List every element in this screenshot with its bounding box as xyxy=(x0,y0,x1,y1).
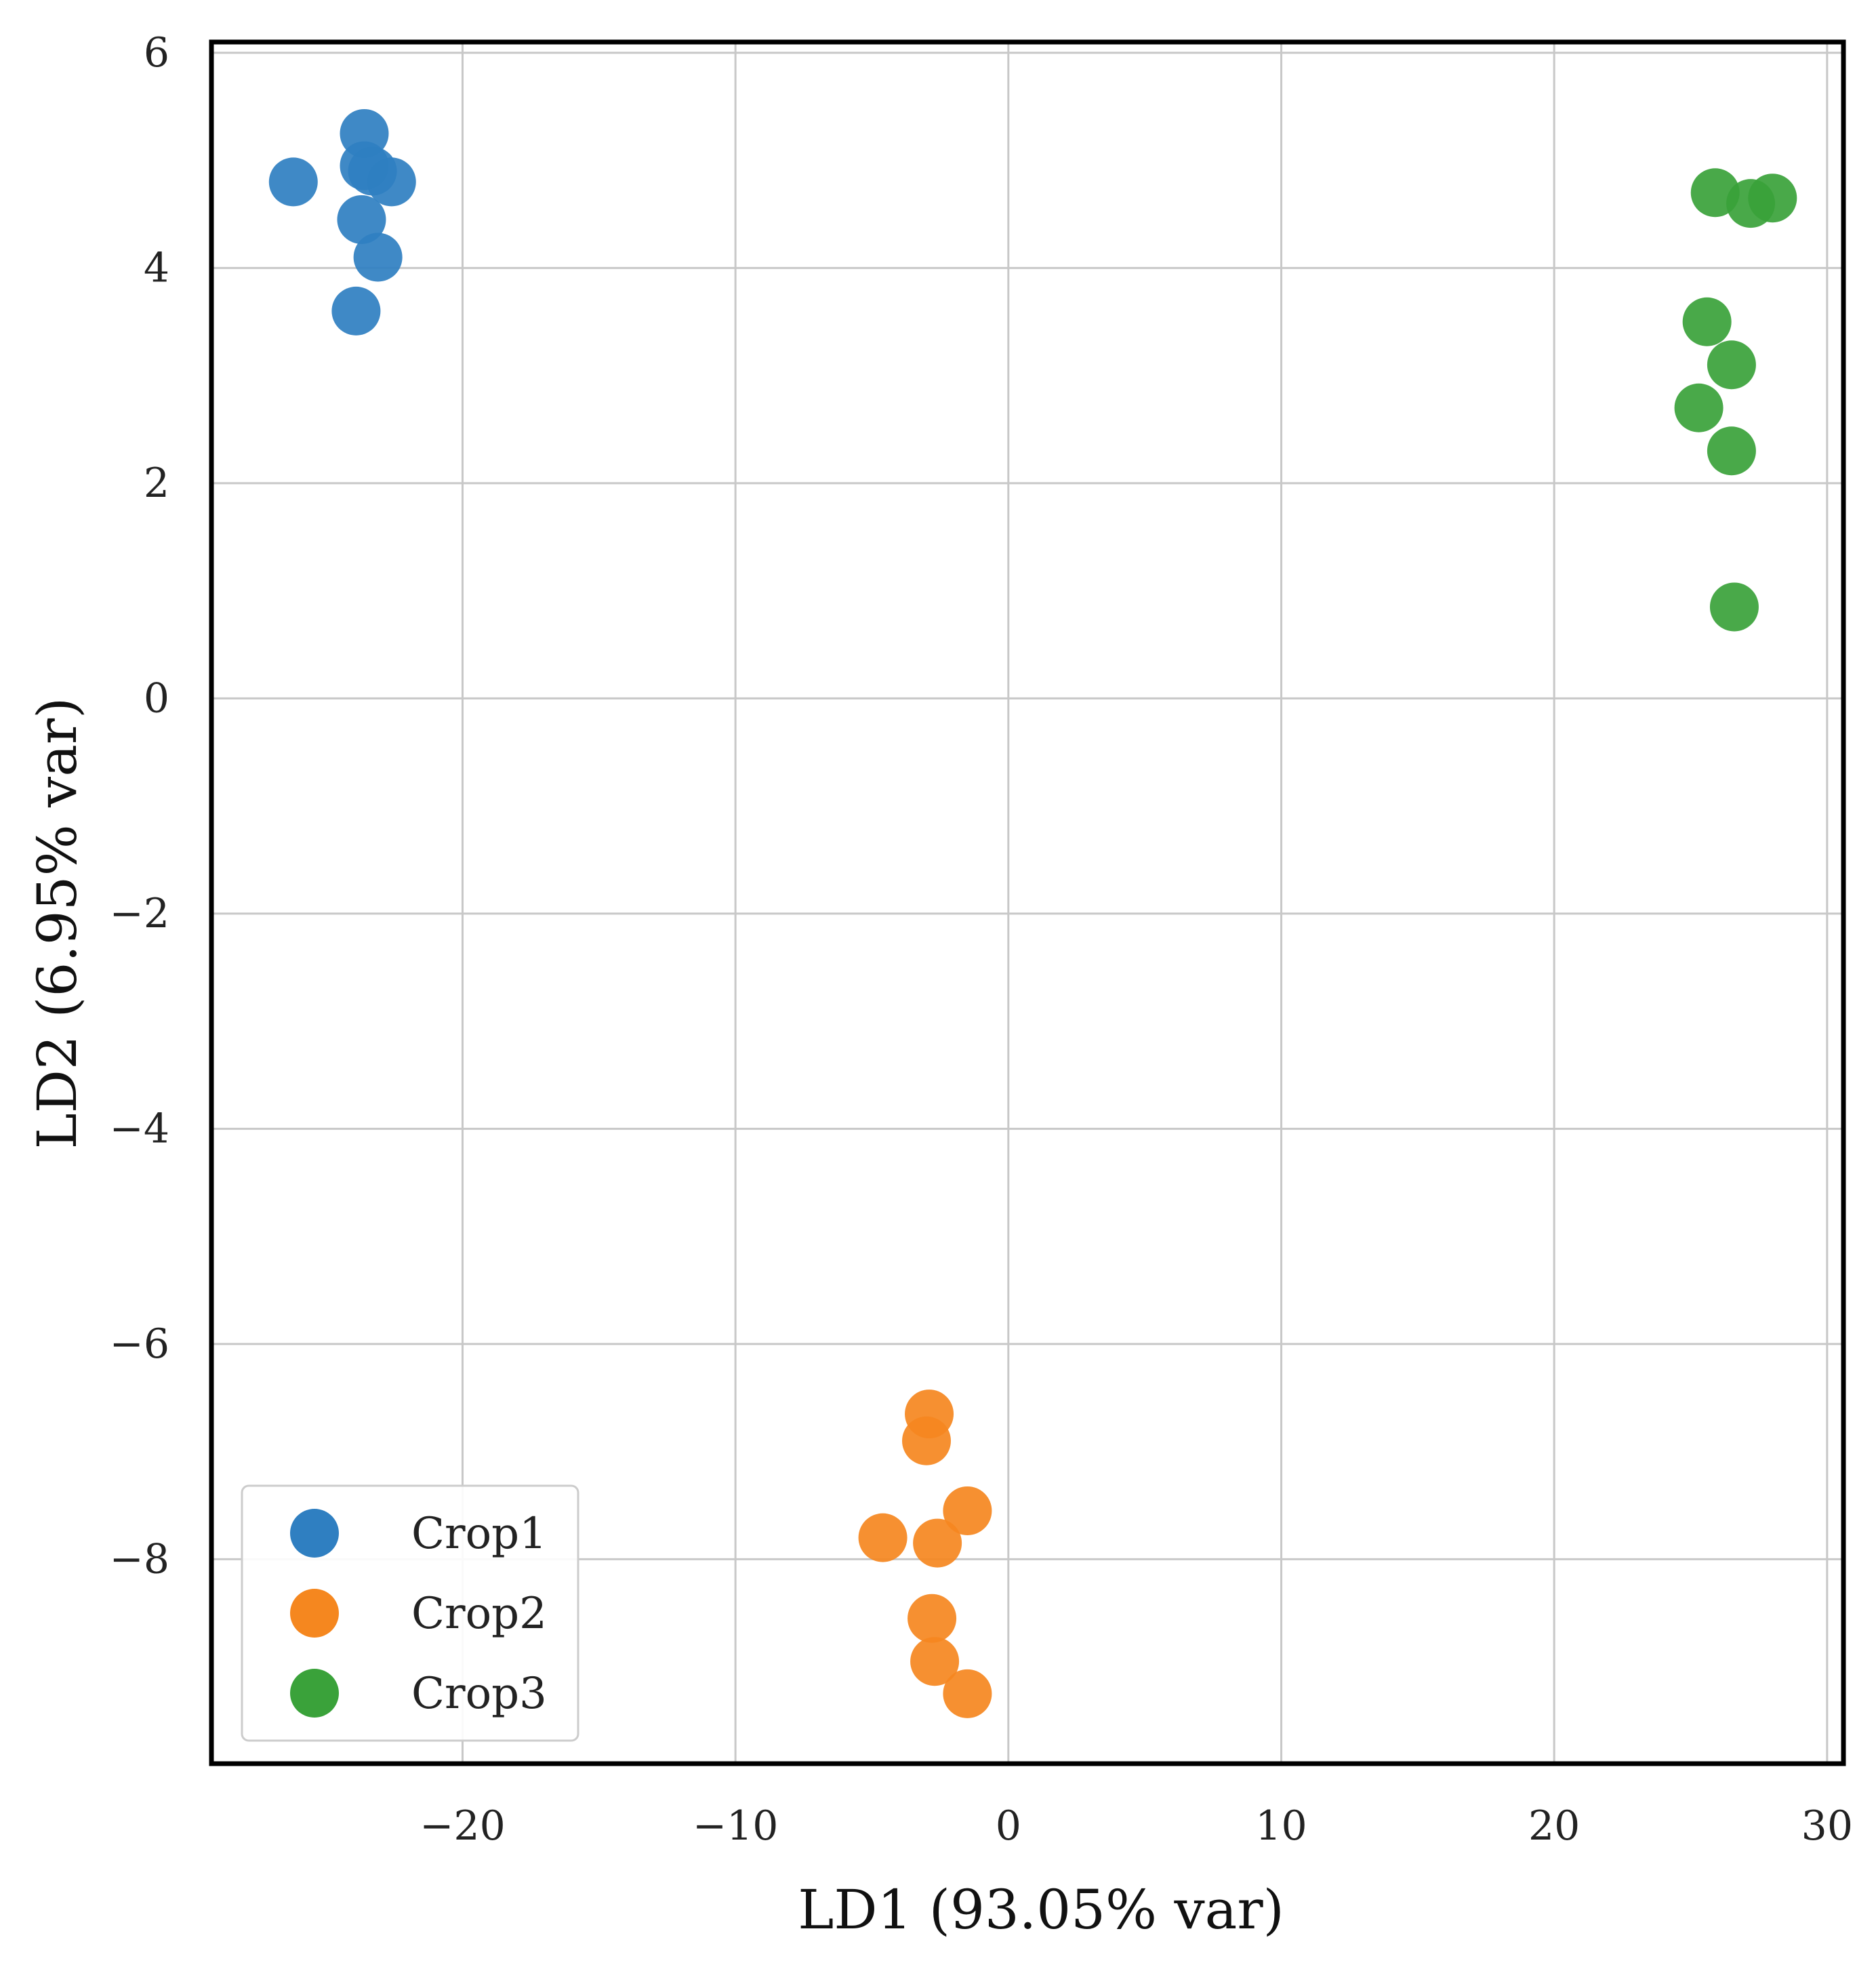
point-crop1 xyxy=(268,157,318,207)
point-crop1 xyxy=(367,157,416,207)
y-tick-label: 0 xyxy=(144,674,169,722)
point-crop3 xyxy=(1707,340,1756,390)
point-crop2 xyxy=(943,1669,992,1718)
point-crop2 xyxy=(902,1416,952,1465)
point-crop2 xyxy=(913,1518,962,1568)
point-crop1 xyxy=(331,286,381,336)
point-crop1 xyxy=(353,232,403,282)
point-crop2 xyxy=(910,1637,960,1686)
point-crop3 xyxy=(1674,383,1724,432)
legend-label: Crop2 xyxy=(411,1589,547,1639)
point-crop2 xyxy=(908,1594,957,1643)
x-tick-label: −20 xyxy=(420,1802,506,1850)
x-tick-label: 20 xyxy=(1528,1802,1580,1850)
grid xyxy=(211,42,1843,1764)
y-tick-label: 6 xyxy=(144,29,169,77)
x-tick-label: 0 xyxy=(996,1802,1021,1850)
point-crop3 xyxy=(1682,297,1732,346)
legend-marker-crop1 xyxy=(290,1509,339,1558)
legend-marker-crop2 xyxy=(290,1589,339,1638)
y-tick-label: −4 xyxy=(110,1105,169,1152)
point-crop1 xyxy=(337,195,386,244)
legend-label: Crop1 xyxy=(411,1509,547,1559)
y-tick-label: 4 xyxy=(144,244,169,291)
point-crop3 xyxy=(1707,426,1756,476)
x-tick-label: 10 xyxy=(1255,1802,1307,1850)
point-crop3 xyxy=(1748,174,1797,223)
y-tick-label: −6 xyxy=(110,1320,169,1368)
x-tick-label: −10 xyxy=(693,1802,779,1850)
point-crop3 xyxy=(1709,582,1759,632)
y-tick-label: 2 xyxy=(144,460,169,507)
legend: Crop1 Crop2 Crop3 xyxy=(241,1484,579,1742)
point-crop2 xyxy=(858,1513,908,1562)
y-axis-title: LD2 (6.95% var) xyxy=(26,697,89,1150)
y-tick-label: −2 xyxy=(110,890,169,937)
x-tick-label: 30 xyxy=(1801,1802,1853,1850)
point-crop2 xyxy=(943,1486,992,1535)
plot-frame xyxy=(209,39,1846,1766)
x-axis-title: LD1 (93.05% var) xyxy=(798,1878,1284,1941)
legend-marker-crop3 xyxy=(290,1669,339,1718)
legend-label: Crop3 xyxy=(411,1669,547,1719)
y-tick-label: −8 xyxy=(110,1535,169,1583)
data-points xyxy=(268,108,1797,1718)
